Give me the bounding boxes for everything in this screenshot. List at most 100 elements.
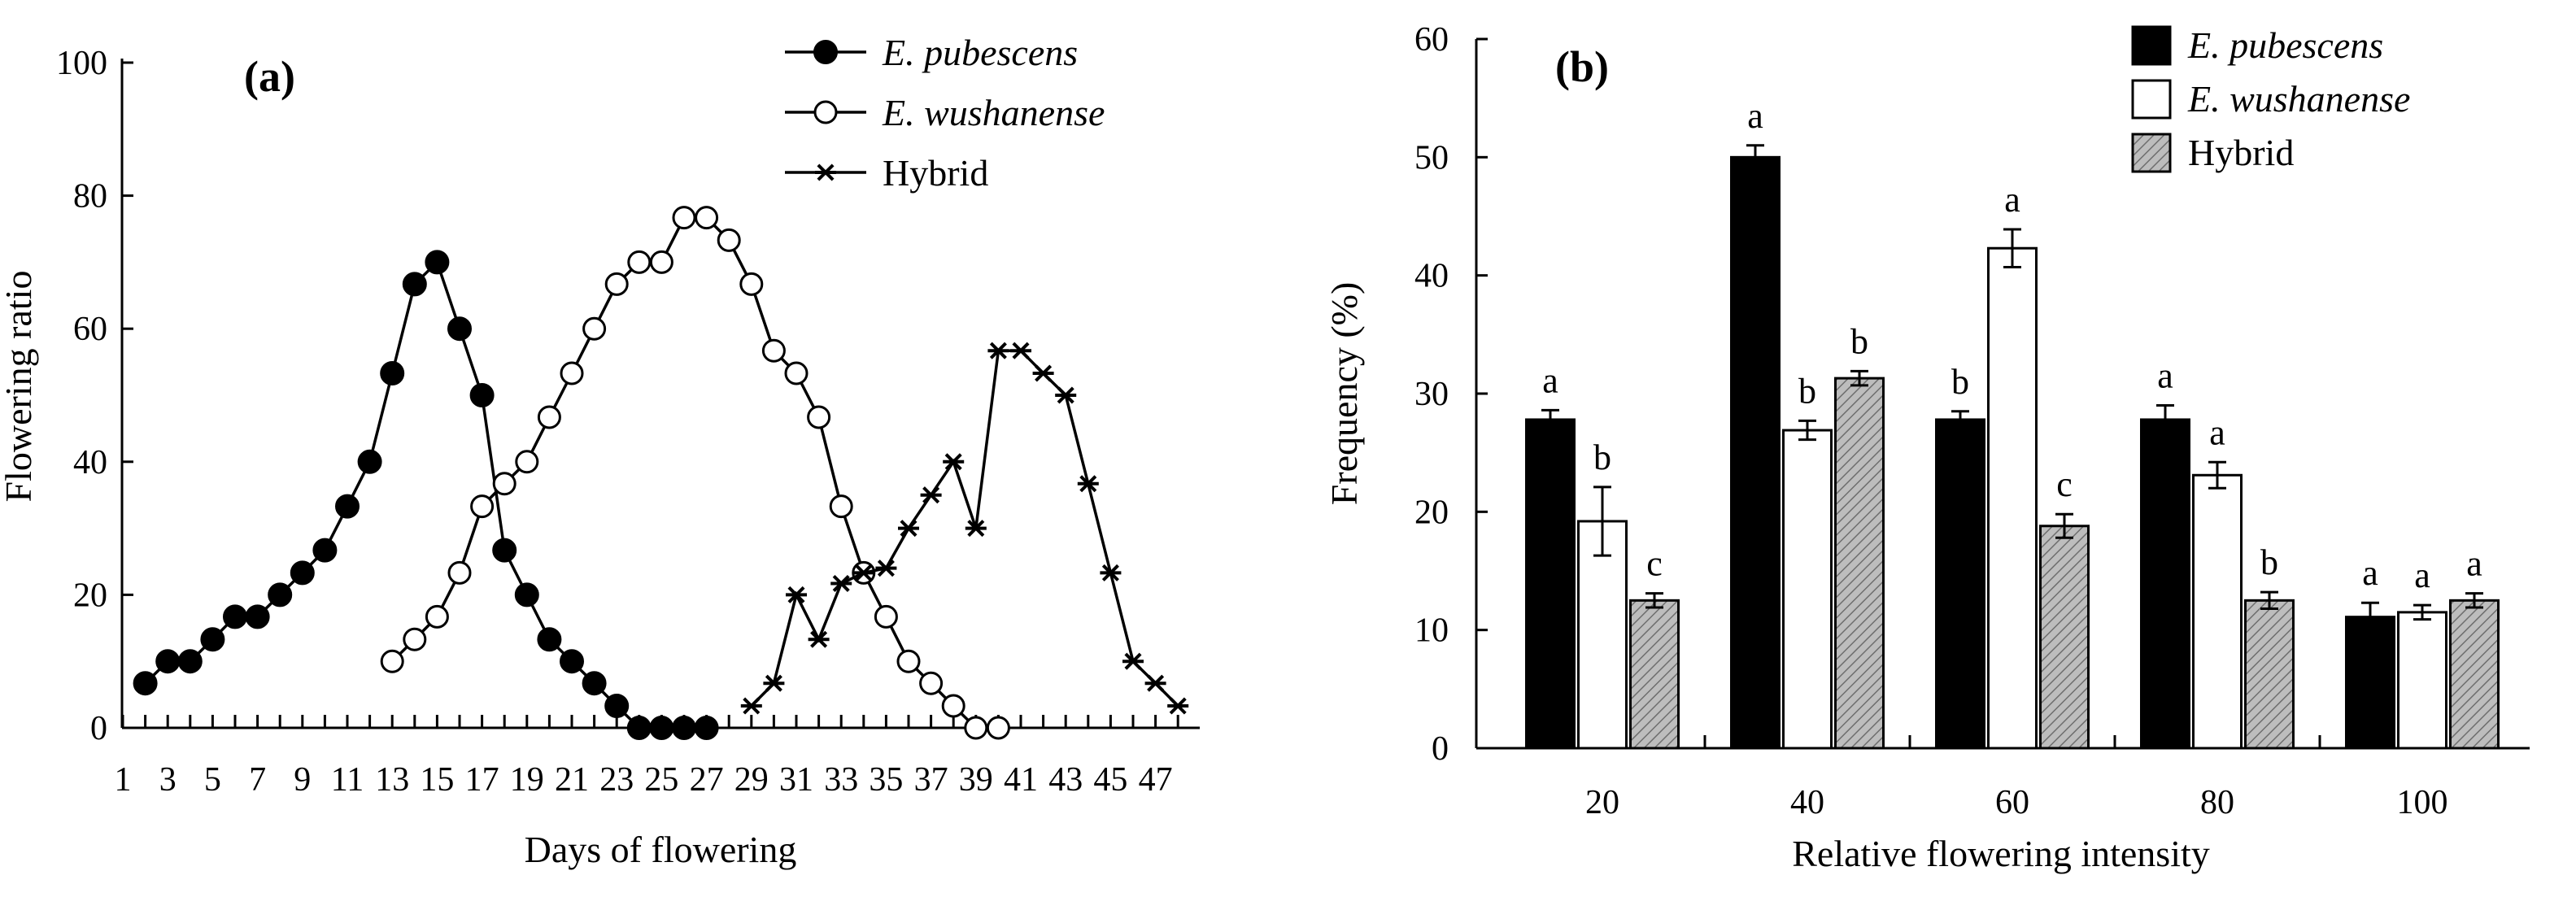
data-point-e-pubescens [335,494,360,519]
x-tick-label-a: 3 [159,761,177,799]
bar-e-pubescens [2140,418,2190,750]
data-point-hybrid [1122,652,1144,670]
data-point-e-pubescens [649,716,674,740]
data-point-hybrid [740,697,762,715]
x-tick-label-a: 47 [1139,761,1173,799]
legend-label-a: E. pubescens [882,32,1078,73]
y-tick-label-b: 10 [1414,612,1449,650]
data-point-e-pubescens [133,671,158,696]
x-tick-label-a: 43 [1048,761,1083,799]
x-ticks-b: 20 40 60 80 100 [1585,735,2448,821]
significance-label-e-pubescens: a [1747,96,1763,136]
data-point-hybrid [898,520,919,538]
data-point-e-pubescens [514,582,539,607]
x-tick-label-a: 35 [869,761,903,799]
x-tick-label-a: 25 [644,761,678,799]
data-point-e-wushanense [403,627,427,651]
data-point-e-wushanense [739,272,764,296]
data-point-hybrid [808,630,830,648]
x-tick-label-a: 7 [249,761,266,799]
data-point-e-wushanense [695,206,719,230]
x-tick-label-a: 17 [465,761,499,799]
x-tick-label-a: 11 [331,761,364,799]
significance-label-e-pubescens: a [2362,553,2378,593]
data-point-e-pubescens [560,649,584,674]
x-tick-label-a: 33 [824,761,858,799]
data-point-hybrid [763,674,785,692]
x-axis-label-a: Days of flowering [525,829,797,870]
data-point-e-pubescens [268,582,293,607]
data-point-hybrid [830,574,852,593]
data-point-e-pubescens [357,449,382,474]
data-point-e-wushanense [492,472,517,496]
significance-label-hybrid: c [1646,544,1663,584]
significance-label-hybrid: a [2466,544,2482,584]
data-point-hybrid [852,564,874,581]
data-point-e-wushanense [874,604,898,629]
x-tick-label-a: 29 [734,761,769,799]
data-point-e-pubescens [380,361,405,386]
data-point-e-pubescens [582,671,607,696]
data-point-e-pubescens [312,538,338,563]
x-tick-label-a: 23 [599,761,634,799]
data-point-hybrid [1167,697,1189,715]
data-point-e-pubescens [223,604,247,629]
y-axis-label-b: Frequency (%) [1323,282,1365,506]
series-hybrid [740,342,1189,715]
significance-label-e-pubescens: a [1542,360,1558,400]
data-point-e-wushanense [582,316,607,341]
bar-e-wushanense [1782,429,1833,750]
legend-marker-a [813,100,838,124]
data-point-hybrid [965,520,987,538]
x-tick-label-b: 40 [1790,784,1824,821]
legend-label-a: Hybrid [883,152,988,194]
significance-label-e-pubescens: b [1951,362,1969,402]
significance-label-e-pubescens: a [2157,356,2173,396]
data-point-e-wushanense [425,604,449,629]
legend-swatch-b [2131,25,2172,66]
data-point-e-pubescens [469,383,495,407]
bar-hybrid [2244,599,2295,750]
legend-swatch-b [2131,79,2172,120]
data-point-hybrid [920,486,942,504]
y-tick-label-a: 20 [73,577,107,614]
data-point-e-wushanense [717,228,741,252]
significance-label-e-wushanense: a [2004,180,2020,220]
bar-hybrid [1629,599,1680,750]
series-line-hybrid [750,349,1179,708]
data-point-e-wushanense [896,649,921,673]
data-point-e-wushanense [604,272,629,296]
bar-e-pubescens [1525,418,1576,750]
data-point-e-wushanense [807,405,831,429]
bar-e-wushanense [1577,520,1628,750]
x-tick-label-b: 60 [1995,784,2029,821]
y-ticks-a: 0 20 40 60 80 100 [56,45,133,747]
bar-hybrid [2039,525,2090,750]
data-point-e-pubescens [626,716,652,740]
panel-label-a: (a) [244,52,295,101]
x-tick-label-a: 31 [779,761,813,799]
data-point-e-wushanense [537,405,561,429]
data-point-hybrid [875,560,897,577]
series-e-pubescens [133,250,719,740]
x-tick-label-a: 5 [204,761,221,799]
x-tick-label-b: 20 [1585,784,1619,821]
y-tick-label-a: 40 [73,444,107,481]
data-point-e-pubescens [245,604,270,629]
data-point-hybrid [1032,364,1054,382]
significance-label-e-wushanense: b [1593,438,1611,477]
data-point-e-wushanense [761,338,786,363]
data-point-e-wushanense [380,649,404,673]
significance-label-e-wushanense: b [1798,371,1816,411]
x-tick-label-a: 9 [294,761,311,799]
data-point-hybrid [1055,386,1077,404]
data-point-e-pubescens [604,694,630,719]
legend-swatch-b [2131,133,2172,173]
y-tick-label-b: 0 [1432,730,1449,768]
legend-label-b: E. pubescens [2187,24,2383,66]
data-point-hybrid [943,453,965,471]
x-axis-label-b: Relative flowering intensity [1792,833,2210,874]
